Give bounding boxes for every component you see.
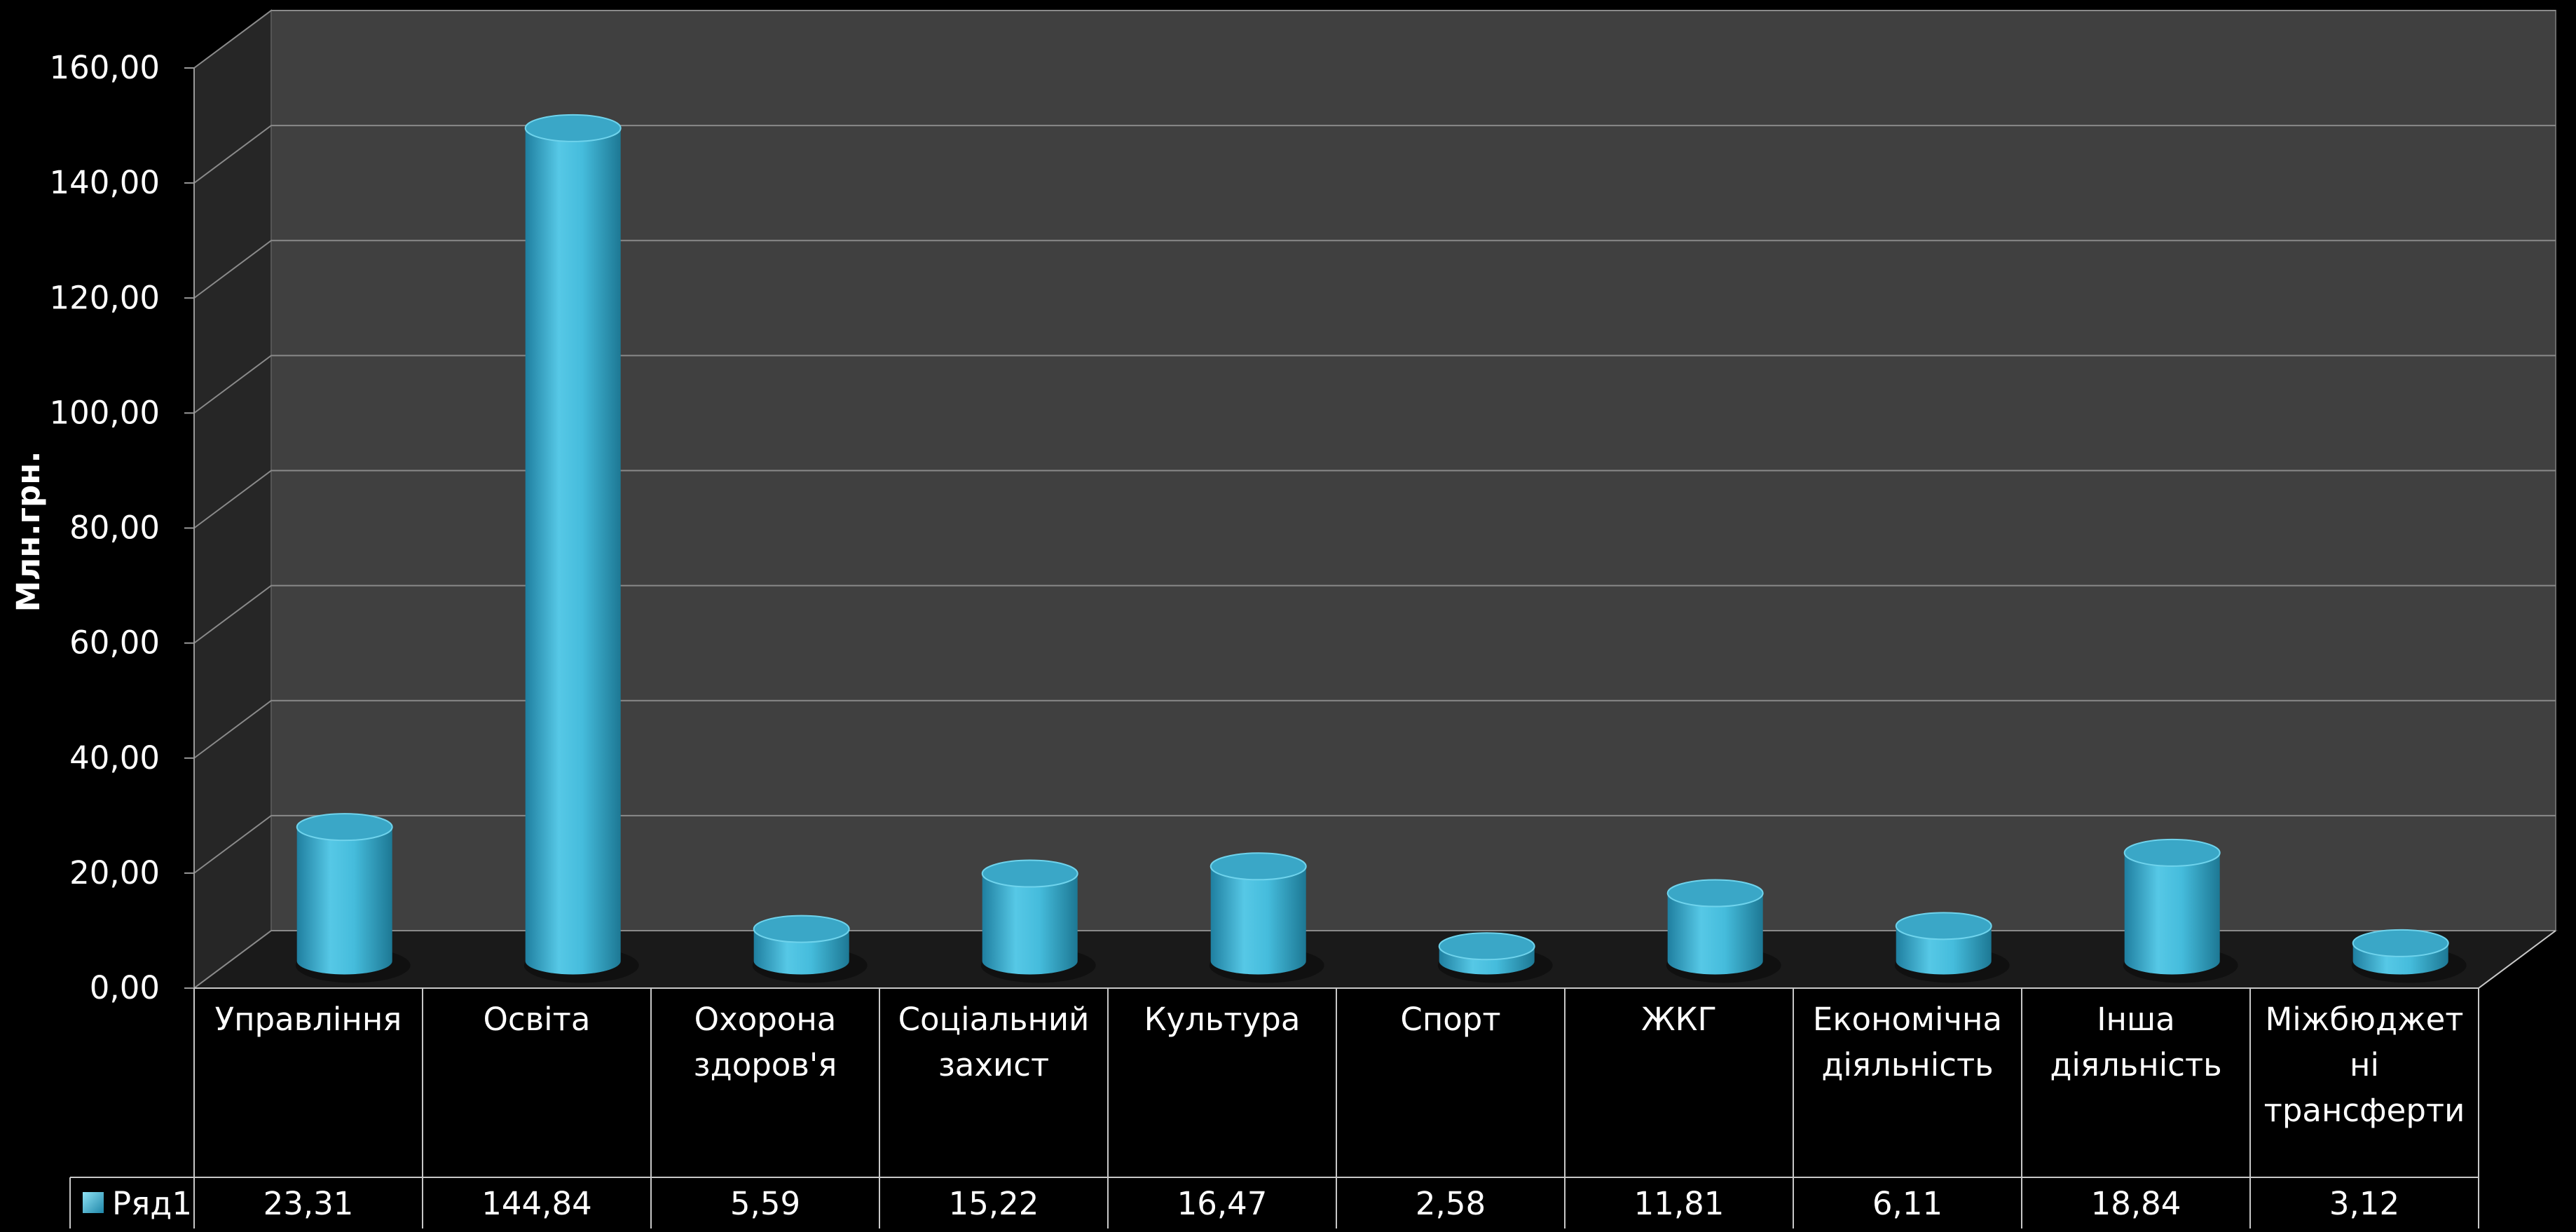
y-tick-label: 140,00 <box>50 164 160 201</box>
category-label: Спорт <box>1400 1001 1500 1038</box>
y-tick-label: 80,00 <box>69 509 160 547</box>
data-label: 5,59 <box>730 1185 800 1222</box>
category-label: Соціальний <box>898 1001 1090 1038</box>
data-label: 11,81 <box>1634 1185 1725 1222</box>
gridline <box>193 470 2556 529</box>
y-tick-label: 60,00 <box>69 624 160 662</box>
gridline <box>193 10 2556 69</box>
gridline <box>193 699 2556 759</box>
bar-body <box>1210 866 1306 975</box>
bar-top <box>524 114 622 142</box>
category-label: захист <box>938 1046 1049 1083</box>
category-label: Освіта <box>484 1001 591 1038</box>
category-label: Економічна <box>1813 1001 2002 1038</box>
bar <box>1209 852 1324 983</box>
bar <box>2123 838 2238 983</box>
gridline <box>193 930 2556 989</box>
data-label: 16,47 <box>1177 1185 1268 1222</box>
bar <box>295 813 411 983</box>
bar-body <box>296 827 392 975</box>
bar-top <box>1666 879 1764 908</box>
bar-top <box>1895 912 1992 940</box>
bar-body <box>1667 893 1763 975</box>
gridline <box>193 355 2556 414</box>
data-label: 15,22 <box>949 1185 1039 1222</box>
category-label: Міжбюджет <box>2265 1001 2463 1038</box>
gridline <box>193 584 2556 644</box>
bar-top <box>2352 929 2449 957</box>
category-label: Управління <box>215 1001 402 1038</box>
bar <box>1437 932 1553 983</box>
bar-top <box>296 813 393 842</box>
y-tick-label: 40,00 <box>69 739 160 776</box>
y-tick-label: 100,00 <box>50 394 160 431</box>
y-tick-label: 120,00 <box>50 279 160 316</box>
data-label: 2,58 <box>1416 1185 1486 1222</box>
category-label: діяльність <box>2050 1046 2221 1083</box>
bar <box>752 915 868 983</box>
bar-top <box>1438 932 1535 961</box>
y-tick-label: 0,00 <box>90 969 160 1006</box>
gridline <box>193 125 2556 184</box>
table-gridline <box>2478 930 2556 989</box>
gridlines <box>193 10 2556 989</box>
bar <box>1666 879 1781 983</box>
bar-top <box>1210 852 1307 881</box>
y-axis-title: Млн.грн. <box>10 451 47 612</box>
bar <box>1894 912 2010 983</box>
category-label: трансферти <box>2264 1092 2465 1129</box>
bar-top <box>981 859 1078 888</box>
data-label: 3,12 <box>2329 1185 2399 1222</box>
data-label: 18,84 <box>2091 1185 2181 1222</box>
y-tick-label: 160,00 <box>50 49 160 86</box>
data-label: 6,11 <box>1872 1185 1943 1222</box>
category-label: ні <box>2350 1046 2379 1083</box>
bar-body <box>2124 852 2220 975</box>
category-label: здоров'я <box>694 1046 837 1083</box>
bar-top <box>753 915 850 943</box>
bar-top <box>2123 838 2221 867</box>
category-label: Культура <box>1144 1001 1301 1038</box>
bar <box>2351 929 2467 983</box>
bar-body <box>525 128 621 975</box>
data-label: 23,31 <box>263 1185 354 1222</box>
category-label: діяльність <box>1821 1046 1993 1083</box>
category-label: ЖКГ <box>1641 1001 1717 1038</box>
data-table: Управління 23,31 Освіта 144,84 Охорона здоров… <box>69 930 2556 1228</box>
category-label: Охорона <box>694 1001 837 1038</box>
bar <box>523 114 639 983</box>
bar-body <box>982 873 1078 975</box>
bars <box>295 114 2467 983</box>
legend-series-name: Ряд1 <box>112 1185 192 1222</box>
category-label: Інша <box>2097 1001 2174 1038</box>
gridline <box>193 814 2556 874</box>
y-axis: 0,00 20,00 40,00 60,00 80,00 100,00 120,00 140,… <box>10 49 195 1006</box>
bar <box>980 859 1096 983</box>
gridline <box>193 240 2556 299</box>
y-tick-label: 20,00 <box>69 854 160 891</box>
legend-key <box>83 1192 104 1213</box>
data-label: 144,84 <box>481 1185 591 1222</box>
